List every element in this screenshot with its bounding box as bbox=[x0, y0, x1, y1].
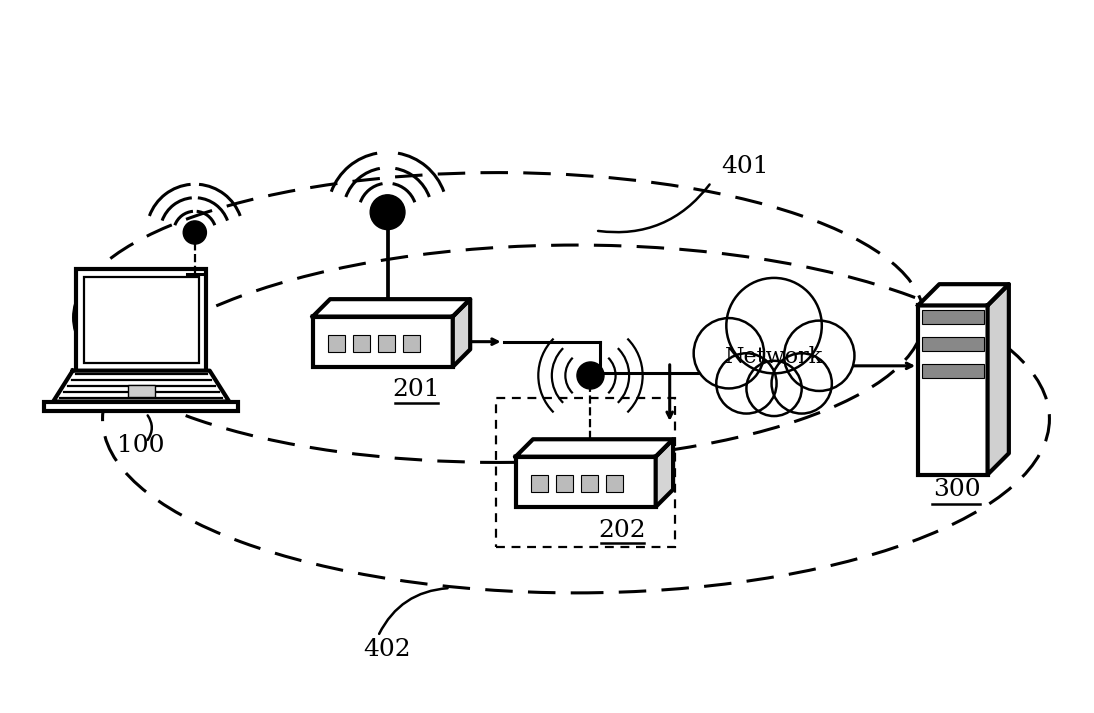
Bar bbox=[377, 335, 395, 353]
Text: 201: 201 bbox=[393, 378, 440, 401]
Circle shape bbox=[746, 361, 802, 416]
FancyBboxPatch shape bbox=[922, 365, 984, 378]
Bar bbox=[328, 335, 345, 353]
Text: 402: 402 bbox=[363, 637, 411, 661]
FancyBboxPatch shape bbox=[45, 402, 238, 411]
FancyBboxPatch shape bbox=[313, 317, 453, 367]
Bar bbox=[606, 476, 624, 493]
Polygon shape bbox=[313, 299, 470, 317]
FancyBboxPatch shape bbox=[922, 311, 984, 324]
FancyBboxPatch shape bbox=[922, 338, 984, 352]
FancyBboxPatch shape bbox=[918, 306, 988, 475]
Bar bbox=[581, 476, 598, 493]
Bar bbox=[403, 335, 420, 353]
FancyBboxPatch shape bbox=[75, 270, 207, 371]
Polygon shape bbox=[655, 439, 673, 507]
Circle shape bbox=[577, 362, 604, 389]
Polygon shape bbox=[988, 284, 1009, 475]
Polygon shape bbox=[515, 439, 673, 457]
Text: Network: Network bbox=[725, 346, 823, 367]
FancyBboxPatch shape bbox=[128, 385, 154, 397]
Text: 300: 300 bbox=[933, 478, 980, 501]
FancyBboxPatch shape bbox=[515, 457, 655, 507]
Circle shape bbox=[717, 354, 777, 414]
Circle shape bbox=[771, 354, 831, 414]
Bar bbox=[352, 335, 370, 353]
Polygon shape bbox=[453, 299, 470, 367]
Bar bbox=[556, 476, 573, 493]
Circle shape bbox=[784, 321, 854, 391]
Text: 202: 202 bbox=[598, 518, 647, 541]
Circle shape bbox=[726, 278, 822, 374]
Circle shape bbox=[370, 195, 405, 230]
Text: 401: 401 bbox=[721, 155, 768, 178]
Circle shape bbox=[183, 221, 207, 245]
Polygon shape bbox=[918, 284, 1009, 306]
FancyBboxPatch shape bbox=[84, 277, 199, 363]
Circle shape bbox=[694, 319, 764, 389]
Bar bbox=[531, 476, 548, 493]
Text: 100: 100 bbox=[117, 434, 165, 457]
Polygon shape bbox=[54, 371, 230, 402]
